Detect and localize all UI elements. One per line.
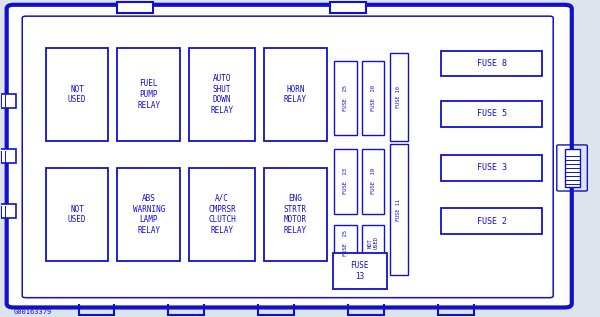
Bar — [0, 94, 16, 108]
Bar — [362, 149, 385, 214]
Text: FUSE  19: FUSE 19 — [371, 168, 376, 194]
Bar — [440, 208, 542, 234]
Bar — [362, 61, 385, 135]
Bar — [440, 101, 542, 127]
Text: NOT
USED: NOT USED — [68, 85, 86, 105]
Text: FUSE
13: FUSE 13 — [350, 262, 369, 281]
Text: FUSE  20: FUSE 20 — [371, 85, 376, 111]
Text: HORN
RELAY: HORN RELAY — [284, 85, 307, 105]
Text: FUSE  25: FUSE 25 — [343, 85, 348, 111]
Bar — [0, 149, 16, 163]
Text: FUEL
PUMP
RELAY: FUEL PUMP RELAY — [137, 79, 160, 110]
Bar — [118, 2, 154, 13]
Text: NOT
USED: NOT USED — [368, 236, 379, 249]
Text: FUSE 8: FUSE 8 — [476, 59, 506, 68]
Text: G00163379: G00163379 — [14, 309, 52, 315]
Bar — [565, 149, 580, 187]
Bar — [390, 144, 408, 275]
Bar — [264, 48, 327, 141]
Text: FUSE 3: FUSE 3 — [476, 163, 506, 172]
Bar — [333, 253, 387, 289]
Bar — [362, 225, 385, 261]
Bar — [440, 155, 542, 181]
Bar — [334, 61, 357, 135]
Bar — [334, 225, 357, 261]
Text: FUSE  23: FUSE 23 — [343, 168, 348, 194]
Bar — [330, 2, 366, 13]
Bar — [46, 168, 109, 261]
Bar — [46, 48, 109, 141]
Bar — [118, 48, 180, 141]
Text: FUSE 5: FUSE 5 — [476, 109, 506, 119]
Bar — [264, 168, 327, 261]
Text: FUSE  25: FUSE 25 — [343, 230, 348, 256]
Bar — [390, 53, 408, 141]
Bar — [118, 168, 180, 261]
Bar — [189, 48, 255, 141]
Text: AUTO
SHUT
DOWN
RELAY: AUTO SHUT DOWN RELAY — [211, 74, 234, 115]
Bar — [0, 204, 16, 218]
Text: FUSE 10: FUSE 10 — [396, 86, 401, 108]
Text: A/C
CMPRSR
CLUTCH
RELAY: A/C CMPRSR CLUTCH RELAY — [208, 194, 236, 235]
Text: FUSE 2: FUSE 2 — [476, 217, 506, 226]
Text: NOT
USED: NOT USED — [68, 205, 86, 224]
Text: ENG
STRTR
MOTOR
RELAY: ENG STRTR MOTOR RELAY — [284, 194, 307, 235]
Bar — [189, 168, 255, 261]
Bar — [334, 149, 357, 214]
Text: ABS
WARNING
LAMP
RELAY: ABS WARNING LAMP RELAY — [133, 194, 165, 235]
Bar — [440, 50, 542, 76]
Text: FUSE 11: FUSE 11 — [396, 199, 401, 221]
FancyBboxPatch shape — [7, 5, 572, 307]
